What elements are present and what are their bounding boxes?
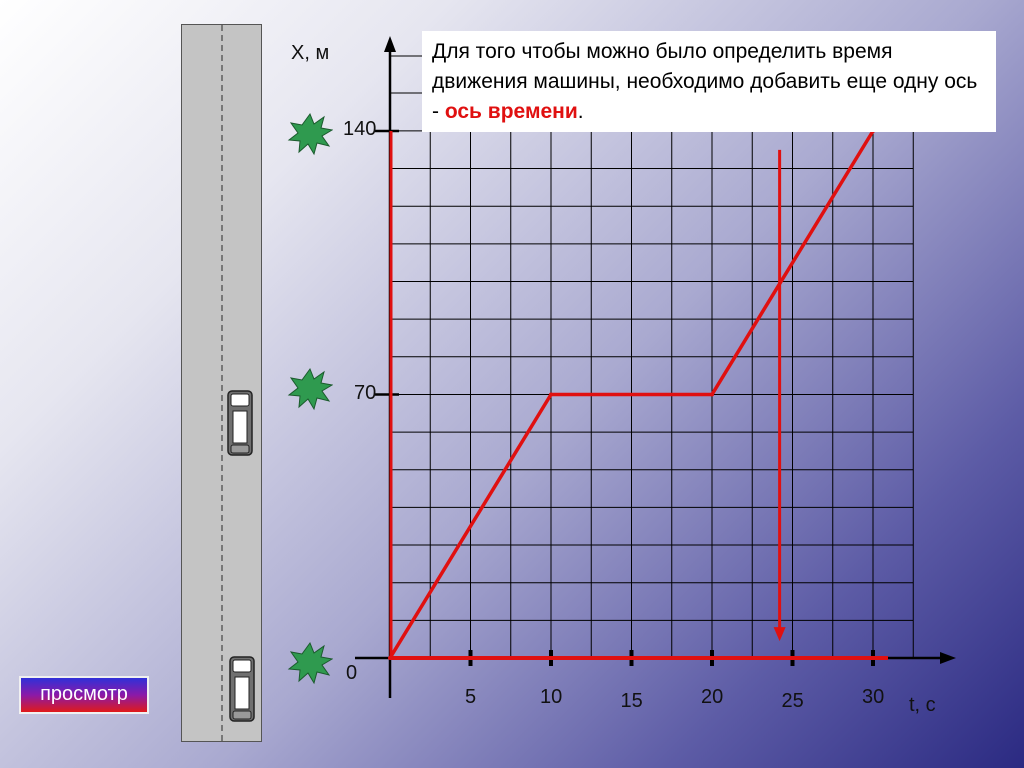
series-point [388,656,392,660]
series-point [710,392,714,397]
info-text-end: . [577,100,584,123]
y-tick-label: 70 [354,381,377,404]
info-text-accent: ось времени [444,100,578,123]
y-axis-label: X, м [291,42,330,64]
car-icon [229,656,255,722]
info-text: Для того чтобы можно было определить вре… [432,40,978,123]
x-tick-label: 25 [781,690,804,712]
x-axis-arrow-icon [940,652,956,664]
x-tick-label: 20 [701,686,724,708]
y-tick-label: 140 [343,118,377,140]
series-line [388,130,875,659]
x-axis-label: t, с [909,694,936,716]
bush-icon [287,367,333,411]
chart-axes [355,36,956,698]
road [181,24,262,742]
chart-series [388,129,888,660]
x-tick-label: 15 [620,690,643,712]
y-axis-arrow-icon [384,36,396,52]
y-tick-label: 0 [346,662,358,684]
x-tick-label: 5 [465,686,477,708]
preview-button[interactable]: просмотр [19,676,149,714]
car-icon [227,390,253,456]
series-point [549,392,553,397]
annotation-arrow-icon [773,627,786,642]
bush-icon [287,112,333,156]
info-callout: Для того чтобы можно было определить вре… [422,31,996,132]
chart-grid [389,55,914,659]
x-tick-label: 10 [540,686,563,708]
x-tick-label: 30 [862,686,885,708]
road-lane-divider [221,25,223,741]
bush-icon [287,641,333,685]
